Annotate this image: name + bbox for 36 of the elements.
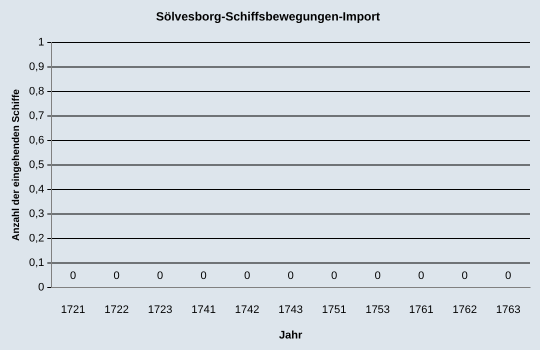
data-label: 0 [70, 270, 76, 282]
y-tick-label: 0,2 [28, 232, 44, 245]
data-label: 0 [331, 270, 338, 282]
x-tick-label: 1743 [278, 304, 303, 316]
y-tick-label: 0,7 [28, 110, 44, 122]
data-label: 0 [200, 270, 207, 282]
y-tick-label: 0 [38, 282, 44, 294]
y-tick-label: 0,9 [28, 60, 44, 73]
y-tick-label: 0,4 [28, 184, 44, 196]
x-tick-label: 1722 [104, 304, 129, 316]
y-tick-label: 0,3 [28, 208, 44, 220]
y-tick-label: 1 [38, 36, 44, 48]
data-label: 0 [418, 270, 424, 282]
x-tick-label: 1723 [148, 304, 172, 316]
y-axis-title: Anzahl der eingehenden Schiffe [10, 88, 22, 241]
chart-title: Sölvesborg-Schiffsbewegungen-Import [156, 10, 380, 24]
data-label: 0 [505, 270, 512, 282]
data-label: 0 [157, 270, 164, 282]
x-tick-label: 1753 [365, 304, 390, 316]
x-tick-label: 1741 [191, 304, 216, 316]
y-tick-label: 0,8 [28, 85, 44, 98]
x-tick-label: 1742 [234, 304, 260, 316]
x-tick-label: 1763 [496, 304, 520, 316]
data-label: 0 [288, 270, 294, 282]
data-label: 0 [374, 270, 381, 282]
data-label: 0 [462, 270, 468, 282]
y-tick-label: 0,6 [28, 134, 44, 147]
y-tick-label: 0,5 [28, 159, 44, 172]
x-tick-label: 1761 [408, 304, 434, 316]
data-label: 0 [244, 270, 250, 282]
data-label: 0 [114, 270, 120, 282]
y-tick-label: 0,1 [28, 257, 44, 270]
x-axis-title: Jahr [279, 329, 303, 342]
x-tick-label: 1751 [322, 304, 346, 316]
x-tick-label: 1721 [60, 304, 86, 316]
x-tick-label: 1762 [452, 304, 477, 316]
